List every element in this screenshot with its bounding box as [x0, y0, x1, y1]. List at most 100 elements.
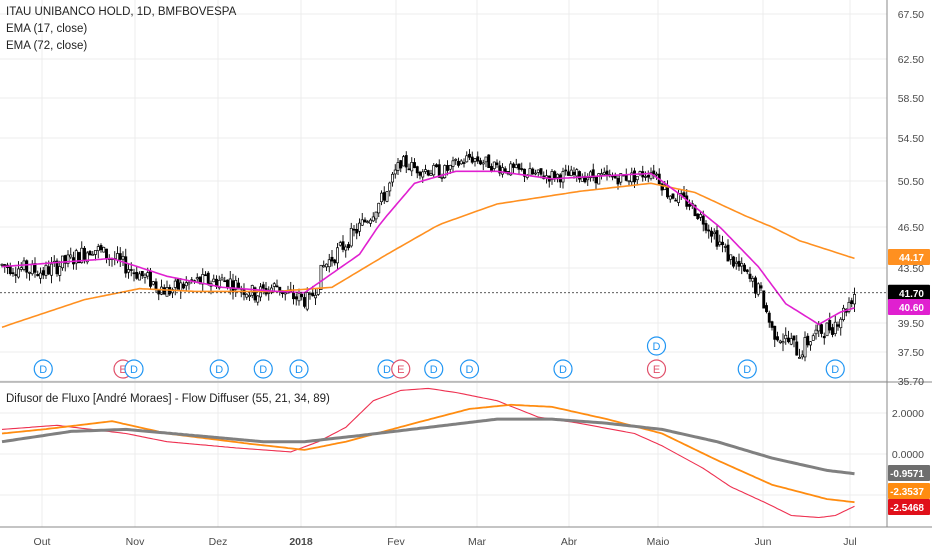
event-letter: E	[397, 364, 404, 376]
candle-body	[701, 215, 705, 225]
candle-body	[132, 272, 136, 275]
main-pane-grid	[0, 0, 887, 382]
candle-body	[55, 260, 59, 275]
dividend-marker[interactable]: D	[289, 359, 309, 379]
time-axis[interactable]: Out Nov Dez 2018 Fev Mar Abr Maio Jun Jul	[34, 536, 857, 548]
dividend-marker[interactable]: D	[825, 359, 845, 379]
candle-body	[668, 195, 672, 200]
candle-body	[149, 270, 152, 287]
dividend-marker[interactable]: D	[424, 359, 444, 379]
date-tick-label: Dez	[209, 536, 228, 548]
candle-body	[616, 178, 620, 185]
candle-body	[748, 273, 752, 279]
candle-body	[245, 293, 249, 298]
candle-body	[308, 293, 312, 295]
candle-body	[536, 169, 540, 173]
indicator-tick-label: 2.0000	[892, 408, 924, 420]
candle-body	[80, 247, 84, 263]
event-circle	[459, 359, 480, 379]
candle-body	[465, 155, 469, 163]
candle-body	[745, 269, 749, 273]
candle-body	[91, 253, 95, 256]
candle-body	[377, 202, 381, 214]
candle-body	[556, 173, 559, 178]
candle-body	[179, 282, 183, 292]
price-axis[interactable]: 67.50 62.50 58.50 54.50 50.50 46.50 43.50 39.50…	[898, 9, 924, 388]
event-markers[interactable]: D E D D D D D E D D DDE D D	[33, 336, 845, 379]
candle-body	[602, 171, 606, 175]
ema-fast-line	[1, 170, 855, 326]
candle-body	[784, 334, 788, 340]
candle-body	[828, 320, 832, 331]
candle-body	[487, 154, 491, 169]
dividend-marker[interactable]: D	[646, 336, 667, 356]
candle-body	[509, 163, 513, 176]
candle-body	[369, 219, 372, 224]
event-letter: D	[653, 341, 661, 353]
candle-body	[388, 182, 392, 192]
indicator-lines	[1, 387, 855, 519]
candle-body	[600, 173, 603, 176]
candle-body	[451, 160, 455, 167]
ema-slow-legend: EMA (72, close)	[6, 40, 88, 52]
date-tick-label: Jul	[843, 536, 856, 548]
candle-body	[415, 166, 419, 174]
candle-body	[429, 173, 433, 176]
candle-body	[151, 281, 155, 285]
candle-body	[696, 213, 700, 219]
event-circle	[737, 359, 757, 379]
candle-body	[765, 305, 768, 313]
price-tick-label: 67.50	[898, 9, 924, 21]
dividend-marker[interactable]: D	[553, 359, 573, 379]
candle-body	[366, 221, 370, 224]
candle-body	[839, 318, 843, 329]
candle-body	[69, 254, 73, 258]
candle-body	[223, 280, 227, 283]
candle-body	[102, 246, 106, 253]
dividend-marker[interactable]: D	[33, 359, 53, 379]
candle-body	[63, 255, 67, 264]
price-tick-label: 39.50	[898, 318, 924, 330]
event-letter: D	[383, 364, 391, 376]
candle-body	[338, 242, 342, 246]
event-letter: D	[130, 364, 138, 376]
indicator-axis[interactable]: 2.0000 0.0000	[892, 408, 924, 461]
dividend-marker[interactable]: D	[253, 359, 273, 379]
candle-body	[363, 219, 367, 223]
date-tick-label: Abr	[561, 536, 578, 548]
earnings-marker[interactable]: E	[646, 359, 667, 379]
candle-body	[561, 171, 565, 183]
date-tick-label: Mar	[468, 536, 487, 548]
candle-body	[297, 293, 301, 302]
candle-body	[349, 227, 353, 247]
dividend-marker[interactable]: D	[737, 359, 757, 379]
candle-body	[789, 338, 793, 345]
candle-body	[212, 278, 216, 283]
candle-body	[204, 274, 207, 277]
price-tick-label: 46.50	[898, 222, 924, 234]
candle-body	[360, 219, 364, 226]
ema-slow-tag: 44.17	[899, 253, 924, 264]
candle-body	[479, 160, 482, 165]
candle-body	[523, 168, 526, 177]
dividend-marker[interactable]: D	[459, 359, 480, 379]
date-tick-label: Jun	[755, 536, 772, 548]
dividend-marker[interactable]: D	[124, 359, 144, 379]
candle-body	[330, 256, 334, 262]
candle-body	[127, 269, 130, 273]
indicator-pane-grid	[0, 383, 887, 527]
candle-body	[118, 253, 122, 260]
candle-body	[421, 171, 425, 178]
candle-body	[25, 260, 29, 273]
dividend-marker[interactable]: D	[209, 359, 229, 379]
earnings-marker[interactable]: E	[391, 359, 411, 379]
candle-body	[575, 169, 579, 177]
candle-body	[399, 160, 403, 169]
candle-body	[8, 266, 12, 274]
event-circle	[209, 359, 229, 379]
candle-body	[811, 335, 815, 341]
date-tick-label: Nov	[126, 536, 145, 548]
candle-body	[800, 354, 804, 358]
candle-body	[105, 248, 108, 259]
